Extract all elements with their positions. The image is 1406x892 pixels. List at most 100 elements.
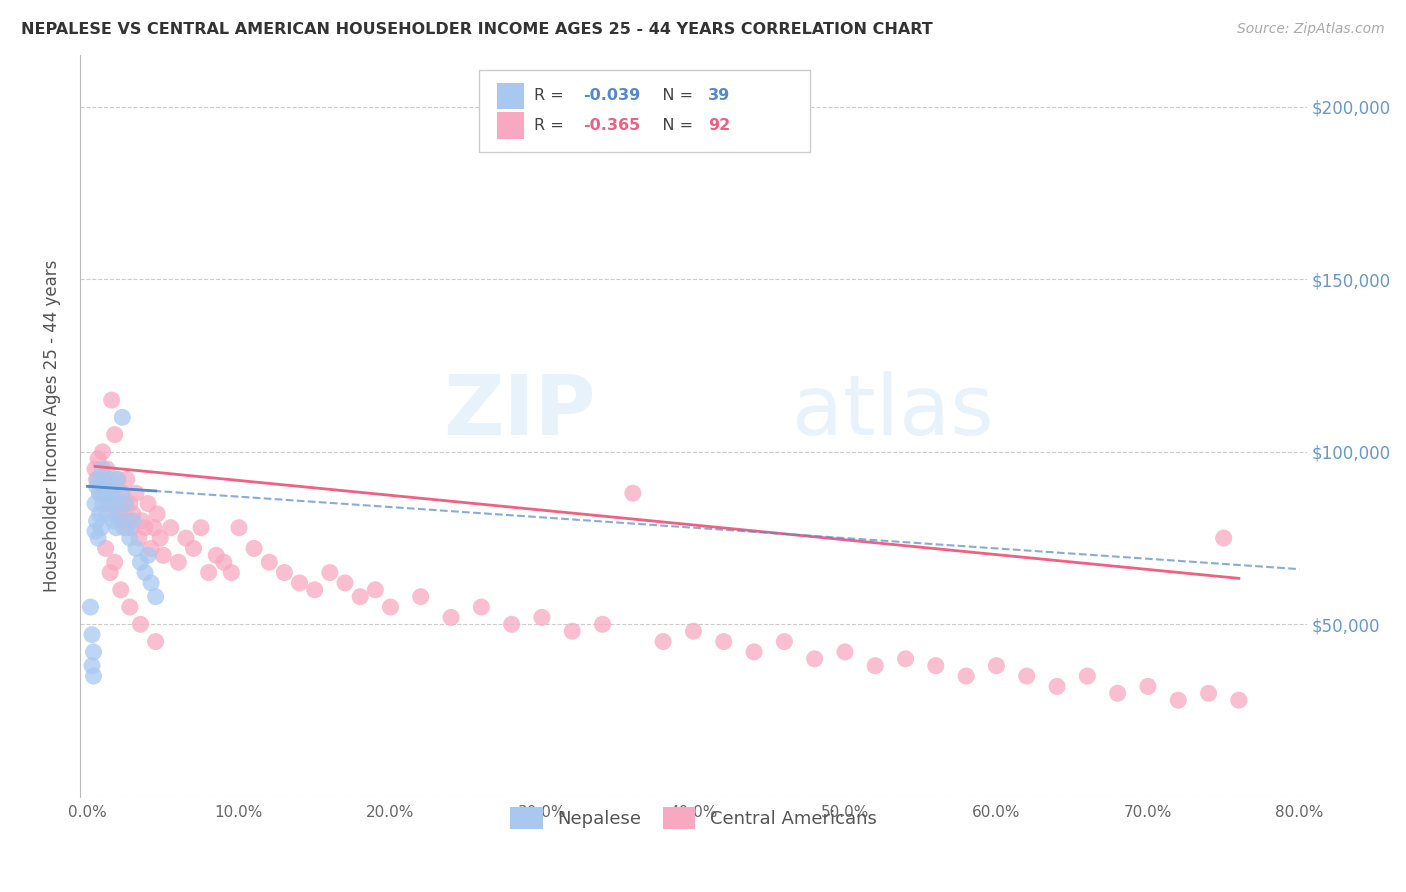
Point (89, 486, 111, 500)
Point (115, 521, 138, 535)
Point (243, 541, 266, 556)
Point (79, 600, 101, 615)
Y-axis label: Householder Income Ages 25 - 44 years: Householder Income Ages 25 - 44 years (44, 260, 60, 592)
FancyBboxPatch shape (498, 83, 524, 110)
Point (319, 566, 342, 580)
Point (86, 514, 108, 528)
Point (110, 582, 132, 597)
Point (167, 555, 190, 569)
Point (110, 486, 132, 500)
Point (1136, 680, 1159, 694)
Point (120, 521, 142, 535)
Text: NEPALESE VS CENTRAL AMERICAN HOUSEHOLDER INCOME AGES 25 - 44 YEARS CORRELATION C: NEPALESE VS CENTRAL AMERICAN HOUSEHOLDER… (21, 22, 932, 37)
Point (333, 575, 356, 590)
Point (288, 575, 311, 590)
Point (131, 514, 153, 528)
Point (97, 493, 120, 508)
Point (561, 624, 583, 639)
Point (221, 566, 243, 580)
Point (87, 451, 110, 466)
Point (742, 645, 765, 659)
Point (104, 497, 127, 511)
Point (94, 486, 117, 500)
Point (1046, 680, 1069, 694)
Text: atlas: atlas (792, 371, 994, 451)
Point (129, 617, 152, 632)
Point (80, 627, 103, 641)
Point (134, 521, 156, 535)
Point (118, 600, 141, 615)
Point (1167, 693, 1189, 707)
Point (90, 479, 112, 493)
Point (100, 486, 122, 500)
Point (84, 462, 107, 476)
Point (87, 531, 110, 545)
Point (440, 610, 463, 624)
Point (118, 531, 141, 545)
Point (94, 486, 117, 500)
Point (104, 427, 127, 442)
Point (93, 479, 115, 493)
Point (103, 486, 125, 500)
Point (129, 555, 152, 569)
Point (86, 472, 108, 486)
Point (90, 521, 112, 535)
Point (139, 541, 162, 556)
Point (145, 590, 167, 604)
Point (1107, 686, 1129, 700)
Point (174, 531, 197, 545)
Point (865, 658, 887, 673)
Point (1212, 531, 1234, 545)
Point (83, 645, 105, 659)
Point (84, 524, 107, 538)
Point (349, 590, 371, 604)
Point (304, 582, 326, 597)
Point (91, 497, 114, 511)
Text: ZIP: ZIP (443, 371, 595, 451)
Point (96, 507, 118, 521)
Point (87, 472, 110, 486)
Point (98, 566, 121, 580)
Point (111, 410, 134, 425)
Point (91, 462, 114, 476)
Point (364, 582, 387, 597)
Point (103, 514, 125, 528)
Point (621, 486, 644, 500)
Point (115, 472, 138, 486)
Point (125, 486, 148, 500)
Point (713, 634, 735, 648)
Point (97, 497, 120, 511)
Point (136, 549, 159, 563)
Point (592, 617, 614, 632)
Point (104, 555, 127, 569)
Point (111, 486, 134, 500)
Point (94, 541, 117, 556)
Point (122, 514, 145, 528)
Point (136, 497, 159, 511)
Point (89, 486, 111, 500)
Point (84, 497, 107, 511)
Text: Source: ZipAtlas.com: Source: ZipAtlas.com (1237, 22, 1385, 37)
Point (470, 600, 492, 615)
Legend: Nepalese, Central Americans: Nepalese, Central Americans (503, 799, 884, 836)
Point (190, 521, 212, 535)
Point (803, 652, 825, 666)
Point (146, 507, 169, 521)
Point (125, 541, 148, 556)
Point (110, 514, 132, 528)
Point (118, 497, 141, 511)
Text: -0.365: -0.365 (583, 118, 640, 133)
Point (145, 634, 167, 648)
Point (257, 555, 280, 569)
Text: N =: N = (647, 118, 697, 133)
Point (86, 479, 108, 493)
Point (93, 472, 115, 486)
Point (139, 575, 162, 590)
Point (159, 521, 181, 535)
Point (107, 472, 129, 486)
Point (652, 634, 675, 648)
Point (834, 645, 856, 659)
Point (105, 521, 128, 535)
Point (530, 610, 553, 624)
Point (98, 479, 121, 493)
